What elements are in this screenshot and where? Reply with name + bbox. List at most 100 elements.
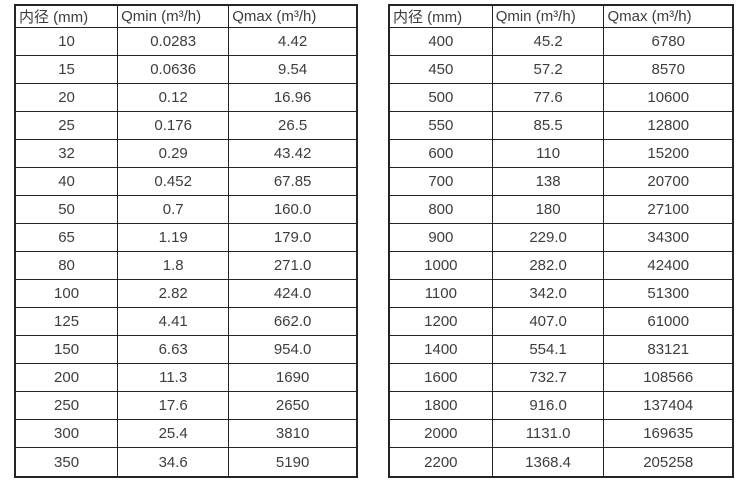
qmin-cell: 11.3 — [117, 363, 230, 393]
diameter-cell: 10 — [14, 26, 119, 57]
diameter-cell: 450 — [388, 55, 493, 85]
column-header-qmin: Qmin (m³/h) — [117, 4, 230, 28]
diameter-cell: 1600 — [388, 363, 493, 393]
qmax-cell: 61000 — [603, 307, 734, 337]
table-row: 1600 732.7 108566 — [388, 363, 734, 393]
table-row: 350 34.6 5190 — [14, 447, 358, 478]
table-row: 550 85.5 12800 — [388, 111, 734, 141]
qmin-cell: 4.41 — [117, 307, 230, 337]
table-row: 300 25.4 3810 — [14, 419, 358, 449]
qmin-cell: 1.8 — [117, 251, 230, 281]
diameter-cell: 200 — [14, 363, 119, 393]
qmin-cell: 554.1 — [491, 335, 605, 365]
qmax-cell: 12800 — [603, 111, 734, 141]
qmax-cell: 6780 — [603, 26, 734, 57]
table-row: 80 1.8 271.0 — [14, 251, 358, 281]
qmax-cell: 5190 — [228, 447, 358, 478]
qmax-cell: 205258 — [603, 447, 734, 478]
qmin-cell: 0.12 — [117, 83, 230, 113]
qmin-cell: 732.7 — [491, 363, 605, 393]
flow-table-large-diameters: 内径 (mm) Qmin (m³/h) Qmax (m³/h) 400 45.2 6780… — [388, 4, 734, 478]
diameter-cell: 65 — [14, 223, 119, 253]
diameter-cell: 700 — [388, 167, 493, 197]
qmax-cell: 26.5 — [228, 111, 358, 141]
qmax-cell: 16.96 — [228, 83, 358, 113]
table-row: 800 180 27100 — [388, 195, 734, 225]
qmax-cell: 160.0 — [228, 195, 358, 225]
qmin-cell: 17.6 — [117, 391, 230, 421]
table-row: 100 2.82 424.0 — [14, 279, 358, 309]
table-row: 20 0.12 16.96 — [14, 83, 358, 113]
qmin-cell: 0.0283 — [117, 26, 230, 57]
qmin-cell: 2.82 — [117, 279, 230, 309]
diameter-cell: 250 — [14, 391, 119, 421]
table-row: 200 11.3 1690 — [14, 363, 358, 393]
qmin-cell: 342.0 — [491, 279, 605, 309]
qmax-cell: 34300 — [603, 223, 734, 253]
diameter-cell: 100 — [14, 279, 119, 309]
table-row: 40 0.452 67.85 — [14, 167, 358, 197]
qmin-cell: 282.0 — [491, 251, 605, 281]
qmax-cell: 424.0 — [228, 279, 358, 309]
table-row: 1200 407.0 61000 — [388, 307, 734, 337]
qmin-cell: 138 — [491, 167, 605, 197]
qmin-cell: 180 — [491, 195, 605, 225]
qmin-cell: 0.0636 — [117, 55, 230, 85]
qmin-cell: 0.7 — [117, 195, 230, 225]
qmax-cell: 662.0 — [228, 307, 358, 337]
qmax-cell: 3810 — [228, 419, 358, 449]
diameter-cell: 1400 — [388, 335, 493, 365]
qmin-cell: 229.0 — [491, 223, 605, 253]
diameter-cell: 500 — [388, 83, 493, 113]
diameter-cell: 600 — [388, 139, 493, 169]
qmin-cell: 407.0 — [491, 307, 605, 337]
diameter-cell: 150 — [14, 335, 119, 365]
qmax-cell: 83121 — [603, 335, 734, 365]
qmin-cell: 1131.0 — [491, 419, 605, 449]
qmax-cell: 179.0 — [228, 223, 358, 253]
flow-table-small-diameters: 内径 (mm) Qmin (m³/h) Qmax (m³/h) 10 0.0283 4.4… — [14, 4, 358, 478]
diameter-cell: 50 — [14, 195, 119, 225]
diameter-cell: 2200 — [388, 447, 493, 478]
table-row: 700 138 20700 — [388, 167, 734, 197]
qmax-cell: 42400 — [603, 251, 734, 281]
qmax-cell: 43.42 — [228, 139, 358, 169]
qmax-cell: 2650 — [228, 391, 358, 421]
diameter-cell: 1200 — [388, 307, 493, 337]
qmin-cell: 77.6 — [491, 83, 605, 113]
qmax-cell: 108566 — [603, 363, 734, 393]
diameter-cell: 125 — [14, 307, 119, 337]
qmax-cell: 10600 — [603, 83, 734, 113]
qmin-cell: 45.2 — [491, 26, 605, 57]
diameter-cell: 1000 — [388, 251, 493, 281]
diameter-cell: 25 — [14, 111, 119, 141]
qmin-cell: 25.4 — [117, 419, 230, 449]
table-row: 250 17.6 2650 — [14, 391, 358, 421]
qmin-cell: 6.63 — [117, 335, 230, 365]
diameter-cell: 1800 — [388, 391, 493, 421]
column-header-qmax: Qmax (m³/h) — [228, 4, 358, 28]
qmin-cell: 0.176 — [117, 111, 230, 141]
diameter-cell: 2000 — [388, 419, 493, 449]
qmax-cell: 137404 — [603, 391, 734, 421]
diameter-cell: 300 — [14, 419, 119, 449]
qmin-cell: 916.0 — [491, 391, 605, 421]
table-row: 450 57.2 8570 — [388, 55, 734, 85]
table-row: 500 77.6 10600 — [388, 83, 734, 113]
table-row: 2200 1368.4 205258 — [388, 447, 734, 478]
diameter-cell: 40 — [14, 167, 119, 197]
table-row: 50 0.7 160.0 — [14, 195, 358, 225]
table-row: 10 0.0283 4.42 — [14, 26, 358, 57]
qmax-cell: 4.42 — [228, 26, 358, 57]
column-header-qmax: Qmax (m³/h) — [603, 4, 734, 28]
table-row: 900 229.0 34300 — [388, 223, 734, 253]
header-row: 内径 (mm) Qmin (m³/h) Qmax (m³/h) — [388, 4, 734, 28]
qmin-cell: 110 — [491, 139, 605, 169]
qmax-cell: 169635 — [603, 419, 734, 449]
qmax-cell: 8570 — [603, 55, 734, 85]
header-row: 内径 (mm) Qmin (m³/h) Qmax (m³/h) — [14, 4, 358, 28]
diameter-cell: 550 — [388, 111, 493, 141]
qmin-cell: 1368.4 — [491, 447, 605, 478]
qmax-cell: 20700 — [603, 167, 734, 197]
